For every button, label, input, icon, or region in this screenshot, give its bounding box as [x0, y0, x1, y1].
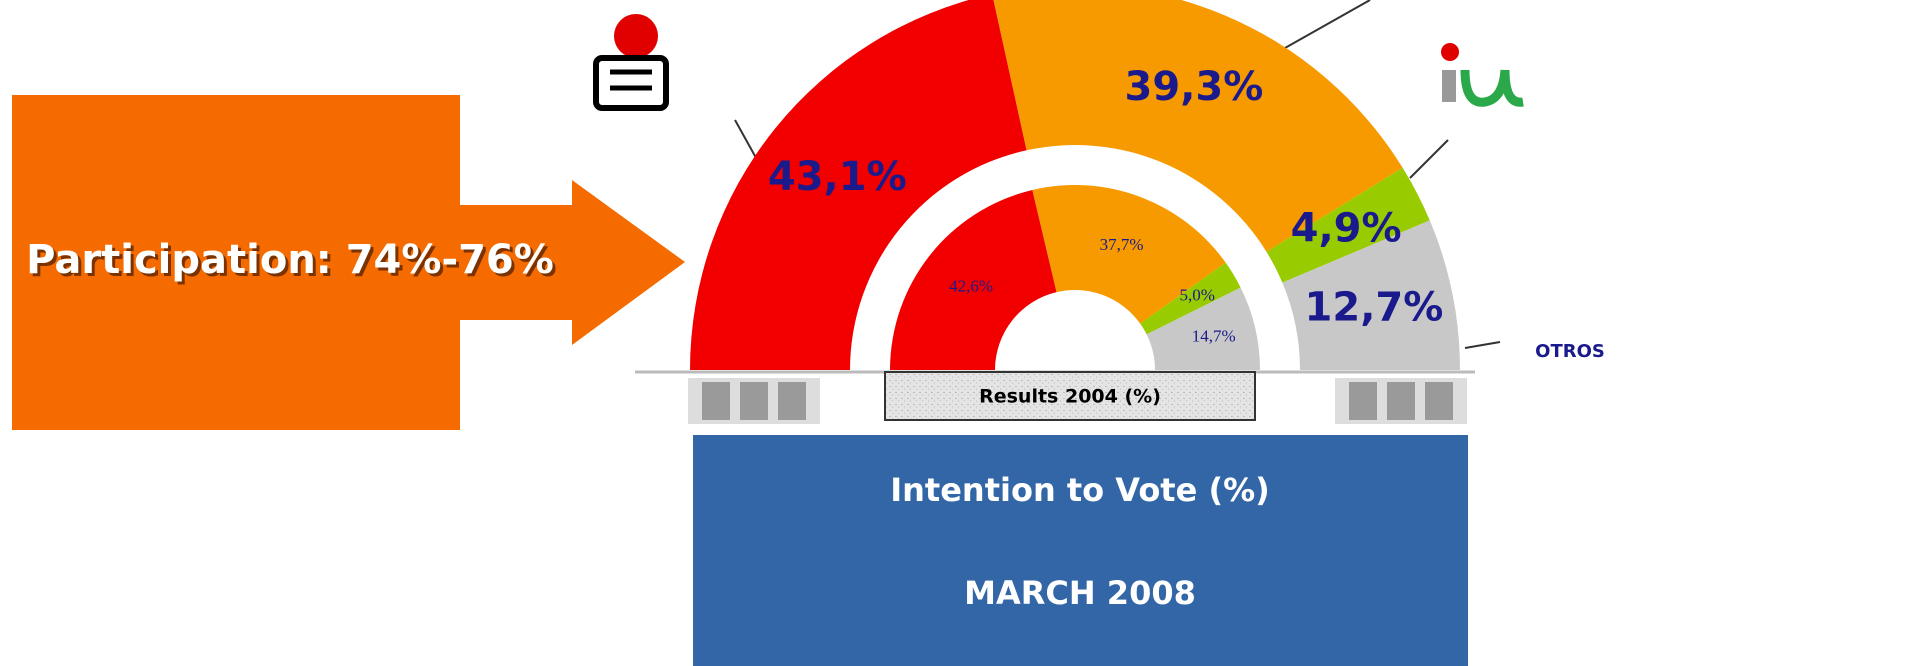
value-label: 14,7% [1192, 326, 1236, 345]
title-box [693, 435, 1468, 666]
columns-left [688, 378, 820, 424]
logo-psoe [593, 14, 669, 111]
segment [1146, 287, 1260, 370]
value-label: 43,1% [768, 154, 907, 200]
chart-title: Intention to Vote (%) [890, 471, 1270, 509]
chart-subtitle: MARCH 2008 [964, 574, 1196, 612]
segment [993, 0, 1403, 252]
segment [890, 189, 1057, 370]
value-label: 37,7% [1100, 235, 1144, 254]
value-label: 39,3% [1125, 64, 1264, 110]
value-label: 5,0% [1179, 286, 1214, 305]
segment [690, 0, 1027, 370]
segment [1032, 185, 1226, 324]
category-label: OTROS [1535, 341, 1605, 362]
segment [1266, 167, 1430, 283]
value-label: 4,9% [1291, 205, 1402, 251]
callout-shadow: Participation: 74%-76% [29, 240, 557, 286]
segment [1282, 220, 1460, 370]
columns-right [1335, 378, 1467, 424]
arrow [12, 95, 685, 430]
value-label: 12,7% [1305, 285, 1444, 331]
callout: Participation: 74%-76% [26, 237, 554, 283]
logo-iu [1441, 43, 1524, 107]
value-label: 42,6% [949, 277, 993, 296]
segment [1140, 262, 1241, 335]
inner-title: Results 2004 (%) [979, 386, 1161, 408]
results-box [884, 371, 1256, 421]
